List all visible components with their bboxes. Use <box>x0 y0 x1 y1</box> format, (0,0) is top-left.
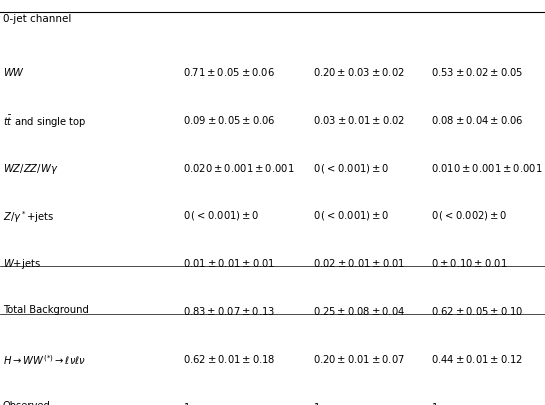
Text: $0.010 \pm 0.001 \pm 0.001$: $0.010 \pm 0.001 \pm 0.001$ <box>431 162 542 174</box>
Text: $0.44 \pm 0.01 \pm 0.12$: $0.44 \pm 0.01 \pm 0.12$ <box>431 353 523 365</box>
Text: $0.03 \pm 0.01 \pm 0.02$: $0.03 \pm 0.01 \pm 0.02$ <box>313 114 405 126</box>
Text: $0.20 \pm 0.03 \pm 0.02$: $0.20 \pm 0.03 \pm 0.02$ <box>313 66 405 78</box>
Text: $0\,(<0.002) \pm 0$: $0\,(<0.002) \pm 0$ <box>431 209 507 222</box>
Text: $0.02 \pm 0.01 \pm 0.01$: $0.02 \pm 0.01 \pm 0.01$ <box>313 257 406 269</box>
Text: $0\,(<0.001) \pm 0$: $0\,(<0.001) \pm 0$ <box>313 209 390 222</box>
Text: $0\,(<0.001) \pm 0$: $0\,(<0.001) \pm 0$ <box>183 209 259 222</box>
Text: $0.83 \pm 0.07 \pm 0.13$: $0.83 \pm 0.07 \pm 0.13$ <box>183 305 275 317</box>
Text: $1$: $1$ <box>431 401 438 405</box>
Text: $0.71 \pm 0.05 \pm 0.06$: $0.71 \pm 0.05 \pm 0.06$ <box>183 66 275 78</box>
Text: $0.08 \pm 0.04 \pm 0.06$: $0.08 \pm 0.04 \pm 0.06$ <box>431 114 523 126</box>
Text: $0.62 \pm 0.01 \pm 0.18$: $0.62 \pm 0.01 \pm 0.18$ <box>183 353 275 365</box>
Text: $WW$: $WW$ <box>3 66 25 78</box>
Text: $0.020 \pm 0.001 \pm 0.001$: $0.020 \pm 0.001 \pm 0.001$ <box>183 162 294 174</box>
Text: $0.20 \pm 0.01 \pm 0.07$: $0.20 \pm 0.01 \pm 0.07$ <box>313 353 405 365</box>
Text: $H \rightarrow WW^{(*)} \rightarrow \ell\nu\ell\nu$: $H \rightarrow WW^{(*)} \rightarrow \ell… <box>3 353 86 367</box>
Text: $Z/\gamma^*$+jets: $Z/\gamma^*$+jets <box>3 209 54 225</box>
Text: $0.25 \pm 0.08 \pm 0.04$: $0.25 \pm 0.08 \pm 0.04$ <box>313 305 405 317</box>
Text: $WZ/ZZ/W\gamma$: $WZ/ZZ/W\gamma$ <box>3 162 58 176</box>
Text: Observed: Observed <box>3 401 51 405</box>
Text: 0-jet channel: 0-jet channel <box>3 14 71 24</box>
Text: Total Background: Total Background <box>3 305 89 315</box>
Text: $0.09 \pm 0.05 \pm 0.06$: $0.09 \pm 0.05 \pm 0.06$ <box>183 114 275 126</box>
Text: $0\,(<0.001) \pm 0$: $0\,(<0.001) \pm 0$ <box>313 162 390 175</box>
Text: $1$: $1$ <box>183 401 190 405</box>
Text: $0.01 \pm 0.01 \pm 0.01$: $0.01 \pm 0.01 \pm 0.01$ <box>183 257 275 269</box>
Text: $t\bar{t}$ and single top: $t\bar{t}$ and single top <box>3 114 86 130</box>
Text: $0.53 \pm 0.02 \pm 0.05$: $0.53 \pm 0.02 \pm 0.05$ <box>431 66 523 78</box>
Text: $1$: $1$ <box>313 401 321 405</box>
Text: $0.62 \pm 0.05 \pm 0.10$: $0.62 \pm 0.05 \pm 0.10$ <box>431 305 523 317</box>
Text: $W$+jets: $W$+jets <box>3 257 40 271</box>
Text: $0 \pm 0.10 \pm 0.01$: $0 \pm 0.10 \pm 0.01$ <box>431 257 507 269</box>
